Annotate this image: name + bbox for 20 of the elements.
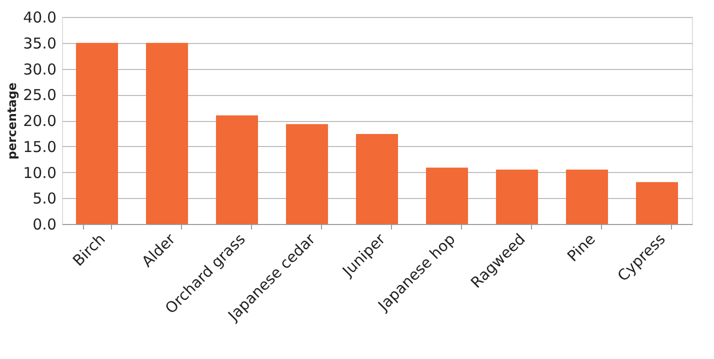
- bar: [636, 182, 678, 224]
- y-tick-label: 0.0: [32, 216, 56, 234]
- y-tick-label: 20.0: [23, 112, 56, 130]
- y-tick-label: 25.0: [23, 86, 56, 104]
- bar: [356, 134, 398, 224]
- y-tick-label: 30.0: [23, 60, 56, 78]
- y-axis-title: percentage: [5, 82, 20, 160]
- y-tick-label: 40.0: [23, 8, 56, 26]
- bar: [216, 115, 258, 224]
- bar: [496, 170, 538, 224]
- y-tick-label: 35.0: [23, 34, 56, 52]
- y-tick-label: 10.0: [23, 164, 56, 182]
- y-tick-label: 5.0: [32, 190, 56, 208]
- bar: [286, 124, 328, 224]
- bar: [76, 42, 118, 224]
- bar: [566, 170, 608, 224]
- x-tick-label: Pine: [564, 230, 599, 266]
- y-tick-label: 15.0: [23, 138, 56, 156]
- bar: [146, 42, 188, 224]
- bar: [426, 168, 468, 224]
